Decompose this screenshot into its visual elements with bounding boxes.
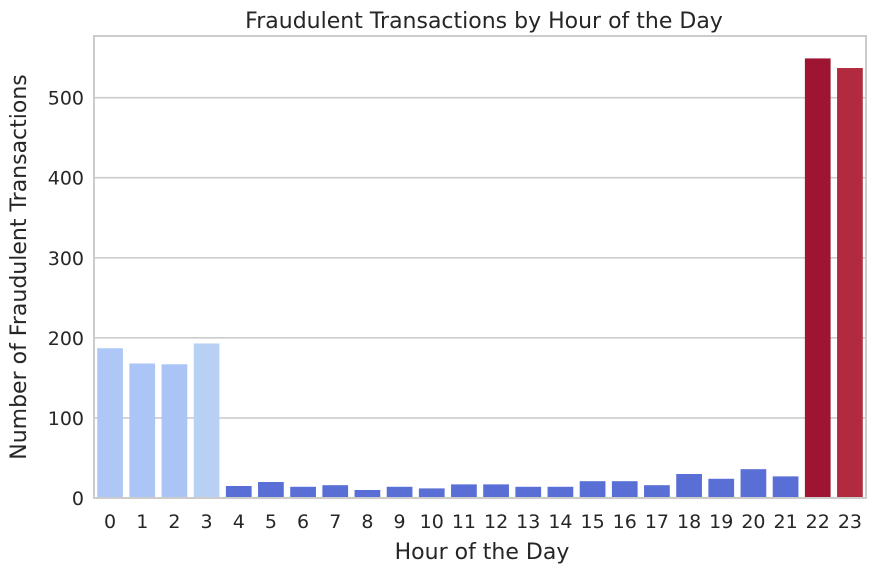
bar-hour-0 — [97, 348, 123, 498]
bar-hour-7 — [322, 485, 349, 498]
x-tick-label: 12 — [484, 511, 508, 533]
x-tick-label: 16 — [613, 511, 637, 533]
bar-hour-8 — [354, 489, 381, 498]
x-tick-label: 23 — [838, 511, 862, 533]
y-tick-labels: 0 100 200 300 400 500 — [48, 88, 84, 510]
x-tick-label: 20 — [741, 511, 765, 533]
bar-hour-4 — [225, 485, 252, 498]
bar-hour-5 — [258, 481, 284, 498]
x-tick-label: 11 — [452, 511, 476, 533]
bar-hour-1 — [129, 363, 156, 498]
x-tick-label: 9 — [394, 511, 406, 533]
plot-frame — [93, 35, 867, 499]
bar-hour-12 — [483, 484, 509, 498]
bar-hour-6 — [290, 486, 316, 498]
x-tick-label: 1 — [136, 511, 148, 533]
bar-hour-22 — [804, 58, 831, 499]
bar-hour-17 — [644, 485, 670, 498]
x-tick-label: 7 — [329, 511, 341, 533]
x-tick-label: 3 — [201, 511, 213, 533]
y-tick-label: 400 — [48, 168, 84, 190]
x-tick-labels: 0 1 2 3 4 5 6 7 8 9 10 11 12 13 14 15 16 17 18 19 20 21 22 23 — [104, 511, 862, 533]
x-tick-label: 2 — [168, 511, 180, 533]
x-axis-label: Hour of the Day — [395, 540, 570, 565]
bar-hour-11 — [451, 484, 477, 498]
x-tick-label: 21 — [773, 511, 797, 533]
bar-hour-13 — [515, 486, 542, 498]
bar-hour-2 — [161, 364, 188, 498]
x-tick-label: 13 — [516, 511, 540, 533]
bar-hour-14 — [547, 486, 574, 498]
x-tick-label: 14 — [548, 511, 572, 533]
bar-hour-15 — [579, 481, 606, 498]
x-tick-label: 5 — [265, 511, 277, 533]
y-axis-label: Number of Fraudulent Transactions — [7, 74, 32, 460]
bars — [97, 58, 863, 499]
bar-hour-16 — [611, 481, 638, 498]
y-tick-label: 300 — [48, 248, 84, 270]
bar-hour-19 — [708, 478, 735, 498]
y-tick-label: 0 — [72, 488, 84, 510]
x-tick-label: 18 — [677, 511, 701, 533]
bar-hour-20 — [740, 469, 767, 498]
x-tick-label: 10 — [420, 511, 444, 533]
x-tick-label: 19 — [709, 511, 733, 533]
y-tick-label: 500 — [48, 88, 84, 110]
x-tick-label: 15 — [580, 511, 604, 533]
y-tick-label: 100 — [48, 408, 84, 430]
x-tick-label: 8 — [361, 511, 373, 533]
x-tick-label: 0 — [104, 511, 116, 533]
bar-hour-3 — [193, 343, 220, 498]
bar-hour-9 — [386, 486, 413, 498]
bar-hour-10 — [418, 488, 445, 498]
x-tick-label: 17 — [645, 511, 669, 533]
bar-hour-21 — [772, 476, 799, 498]
x-tick-label: 22 — [806, 511, 830, 533]
bar-hour-23 — [837, 68, 863, 498]
x-tick-label: 4 — [233, 511, 245, 533]
y-tick-label: 200 — [48, 328, 84, 350]
x-tick-label: 6 — [297, 511, 309, 533]
chart-title: Fraudulent Transactions by Hour of the D… — [245, 9, 723, 34]
bar-hour-18 — [676, 473, 702, 498]
